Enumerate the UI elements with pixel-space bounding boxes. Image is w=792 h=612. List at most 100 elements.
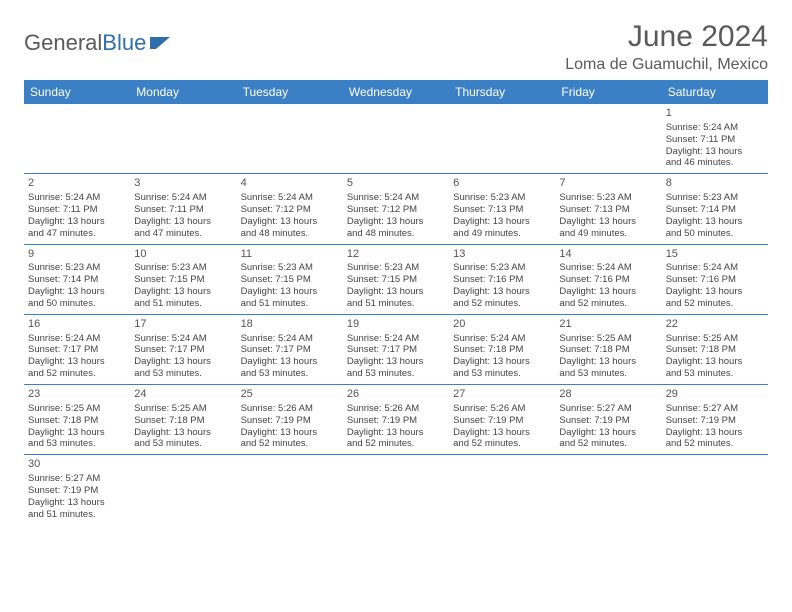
day-number: 26 bbox=[347, 388, 445, 402]
day-cell: 10Sunrise: 5:23 AMSunset: 7:15 PMDayligh… bbox=[130, 244, 236, 314]
day-info-line: Daylight: 13 hours bbox=[453, 356, 551, 368]
day-cell: 18Sunrise: 5:24 AMSunset: 7:17 PMDayligh… bbox=[237, 314, 343, 384]
day-info-line: Sunset: 7:15 PM bbox=[241, 274, 339, 286]
empty-cell bbox=[555, 455, 661, 525]
day-info-line: Sunrise: 5:26 AM bbox=[347, 403, 445, 415]
day-cell: 1Sunrise: 5:24 AMSunset: 7:11 PMDaylight… bbox=[662, 104, 768, 174]
empty-cell bbox=[237, 455, 343, 525]
month-title: June 2024 bbox=[565, 20, 768, 54]
day-info-line: Sunset: 7:19 PM bbox=[559, 415, 657, 427]
day-info-line: and 51 minutes. bbox=[28, 509, 126, 521]
day-info-line: Daylight: 13 hours bbox=[453, 216, 551, 228]
day-info-line: Daylight: 13 hours bbox=[134, 216, 232, 228]
day-number: 29 bbox=[666, 388, 764, 402]
day-info-line: and 46 minutes. bbox=[666, 157, 764, 169]
day-number: 13 bbox=[453, 248, 551, 262]
day-info-line: Sunrise: 5:26 AM bbox=[241, 403, 339, 415]
day-info-line: and 53 minutes. bbox=[241, 368, 339, 380]
calendar-row: 16Sunrise: 5:24 AMSunset: 7:17 PMDayligh… bbox=[24, 314, 768, 384]
day-info-line: and 48 minutes. bbox=[347, 228, 445, 240]
logo-text-2: Blue bbox=[102, 30, 146, 56]
day-info-line: Sunset: 7:17 PM bbox=[134, 344, 232, 356]
empty-cell bbox=[130, 455, 236, 525]
day-info-line: Sunset: 7:14 PM bbox=[28, 274, 126, 286]
day-info-line: and 49 minutes. bbox=[453, 228, 551, 240]
weekday-header: Thursday bbox=[449, 80, 555, 104]
day-info-line: Sunset: 7:12 PM bbox=[241, 204, 339, 216]
day-cell: 29Sunrise: 5:27 AMSunset: 7:19 PMDayligh… bbox=[662, 385, 768, 455]
day-info-line: Sunrise: 5:25 AM bbox=[134, 403, 232, 415]
day-cell: 26Sunrise: 5:26 AMSunset: 7:19 PMDayligh… bbox=[343, 385, 449, 455]
day-info-line: Sunrise: 5:24 AM bbox=[28, 333, 126, 345]
day-info-line: Daylight: 13 hours bbox=[28, 356, 126, 368]
day-number: 7 bbox=[559, 177, 657, 191]
day-info-line: Sunrise: 5:23 AM bbox=[241, 262, 339, 274]
day-info-line: and 52 minutes. bbox=[347, 438, 445, 450]
day-info-line: Sunset: 7:12 PM bbox=[347, 204, 445, 216]
day-info-line: and 51 minutes. bbox=[241, 298, 339, 310]
day-info-line: Daylight: 13 hours bbox=[347, 216, 445, 228]
logo: GeneralBlue bbox=[24, 20, 172, 56]
logo-text-1: General bbox=[24, 30, 102, 56]
day-info-line: Daylight: 13 hours bbox=[666, 216, 764, 228]
day-cell: 17Sunrise: 5:24 AMSunset: 7:17 PMDayligh… bbox=[130, 314, 236, 384]
day-info-line: Daylight: 13 hours bbox=[559, 216, 657, 228]
day-cell: 4Sunrise: 5:24 AMSunset: 7:12 PMDaylight… bbox=[237, 174, 343, 244]
day-cell: 3Sunrise: 5:24 AMSunset: 7:11 PMDaylight… bbox=[130, 174, 236, 244]
day-info-line: Sunrise: 5:23 AM bbox=[347, 262, 445, 274]
day-info-line: Sunrise: 5:24 AM bbox=[134, 333, 232, 345]
day-cell: 30Sunrise: 5:27 AMSunset: 7:19 PMDayligh… bbox=[24, 455, 130, 525]
day-info-line: Sunrise: 5:25 AM bbox=[559, 333, 657, 345]
calendar-row: 1Sunrise: 5:24 AMSunset: 7:11 PMDaylight… bbox=[24, 104, 768, 174]
day-info-line: and 53 minutes. bbox=[134, 438, 232, 450]
day-info-line: Sunrise: 5:23 AM bbox=[559, 192, 657, 204]
day-number: 25 bbox=[241, 388, 339, 402]
logo-flag-icon bbox=[150, 35, 172, 51]
day-cell: 13Sunrise: 5:23 AMSunset: 7:16 PMDayligh… bbox=[449, 244, 555, 314]
day-info-line: Sunset: 7:18 PM bbox=[28, 415, 126, 427]
day-info-line: Daylight: 13 hours bbox=[134, 356, 232, 368]
day-info-line: Daylight: 13 hours bbox=[28, 286, 126, 298]
day-number: 18 bbox=[241, 318, 339, 332]
empty-cell bbox=[449, 455, 555, 525]
day-number: 6 bbox=[453, 177, 551, 191]
day-number: 5 bbox=[347, 177, 445, 191]
day-info-line: Daylight: 13 hours bbox=[666, 286, 764, 298]
day-info-line: Sunrise: 5:27 AM bbox=[559, 403, 657, 415]
day-info-line: Sunrise: 5:24 AM bbox=[666, 122, 764, 134]
day-info-line: Sunset: 7:16 PM bbox=[559, 274, 657, 286]
title-block: June 2024 Loma de Guamuchil, Mexico bbox=[565, 20, 768, 74]
empty-cell bbox=[343, 104, 449, 174]
day-info-line: and 53 minutes. bbox=[666, 368, 764, 380]
day-info-line: Daylight: 13 hours bbox=[666, 427, 764, 439]
day-number: 1 bbox=[666, 107, 764, 121]
day-number: 21 bbox=[559, 318, 657, 332]
day-info-line: Sunset: 7:11 PM bbox=[666, 134, 764, 146]
day-info-line: and 49 minutes. bbox=[559, 228, 657, 240]
day-cell: 7Sunrise: 5:23 AMSunset: 7:13 PMDaylight… bbox=[555, 174, 661, 244]
day-cell: 5Sunrise: 5:24 AMSunset: 7:12 PMDaylight… bbox=[343, 174, 449, 244]
day-info-line: and 53 minutes. bbox=[453, 368, 551, 380]
day-info-line: Sunset: 7:18 PM bbox=[559, 344, 657, 356]
day-info-line: Daylight: 13 hours bbox=[241, 356, 339, 368]
empty-cell bbox=[130, 104, 236, 174]
day-info-line: Sunset: 7:15 PM bbox=[134, 274, 232, 286]
day-info-line: and 47 minutes. bbox=[134, 228, 232, 240]
day-number: 9 bbox=[28, 248, 126, 262]
weekday-header: Saturday bbox=[662, 80, 768, 104]
day-info-line: Daylight: 13 hours bbox=[347, 286, 445, 298]
day-info-line: and 53 minutes. bbox=[559, 368, 657, 380]
calendar-row: 30Sunrise: 5:27 AMSunset: 7:19 PMDayligh… bbox=[24, 455, 768, 525]
day-info-line: and 52 minutes. bbox=[559, 298, 657, 310]
location-label: Loma de Guamuchil, Mexico bbox=[565, 56, 768, 74]
day-number: 3 bbox=[134, 177, 232, 191]
day-cell: 21Sunrise: 5:25 AMSunset: 7:18 PMDayligh… bbox=[555, 314, 661, 384]
day-info-line: Daylight: 13 hours bbox=[28, 216, 126, 228]
empty-cell bbox=[343, 455, 449, 525]
day-cell: 8Sunrise: 5:23 AMSunset: 7:14 PMDaylight… bbox=[662, 174, 768, 244]
day-info-line: Sunrise: 5:23 AM bbox=[134, 262, 232, 274]
day-cell: 2Sunrise: 5:24 AMSunset: 7:11 PMDaylight… bbox=[24, 174, 130, 244]
day-cell: 14Sunrise: 5:24 AMSunset: 7:16 PMDayligh… bbox=[555, 244, 661, 314]
empty-cell bbox=[555, 104, 661, 174]
day-number: 23 bbox=[28, 388, 126, 402]
